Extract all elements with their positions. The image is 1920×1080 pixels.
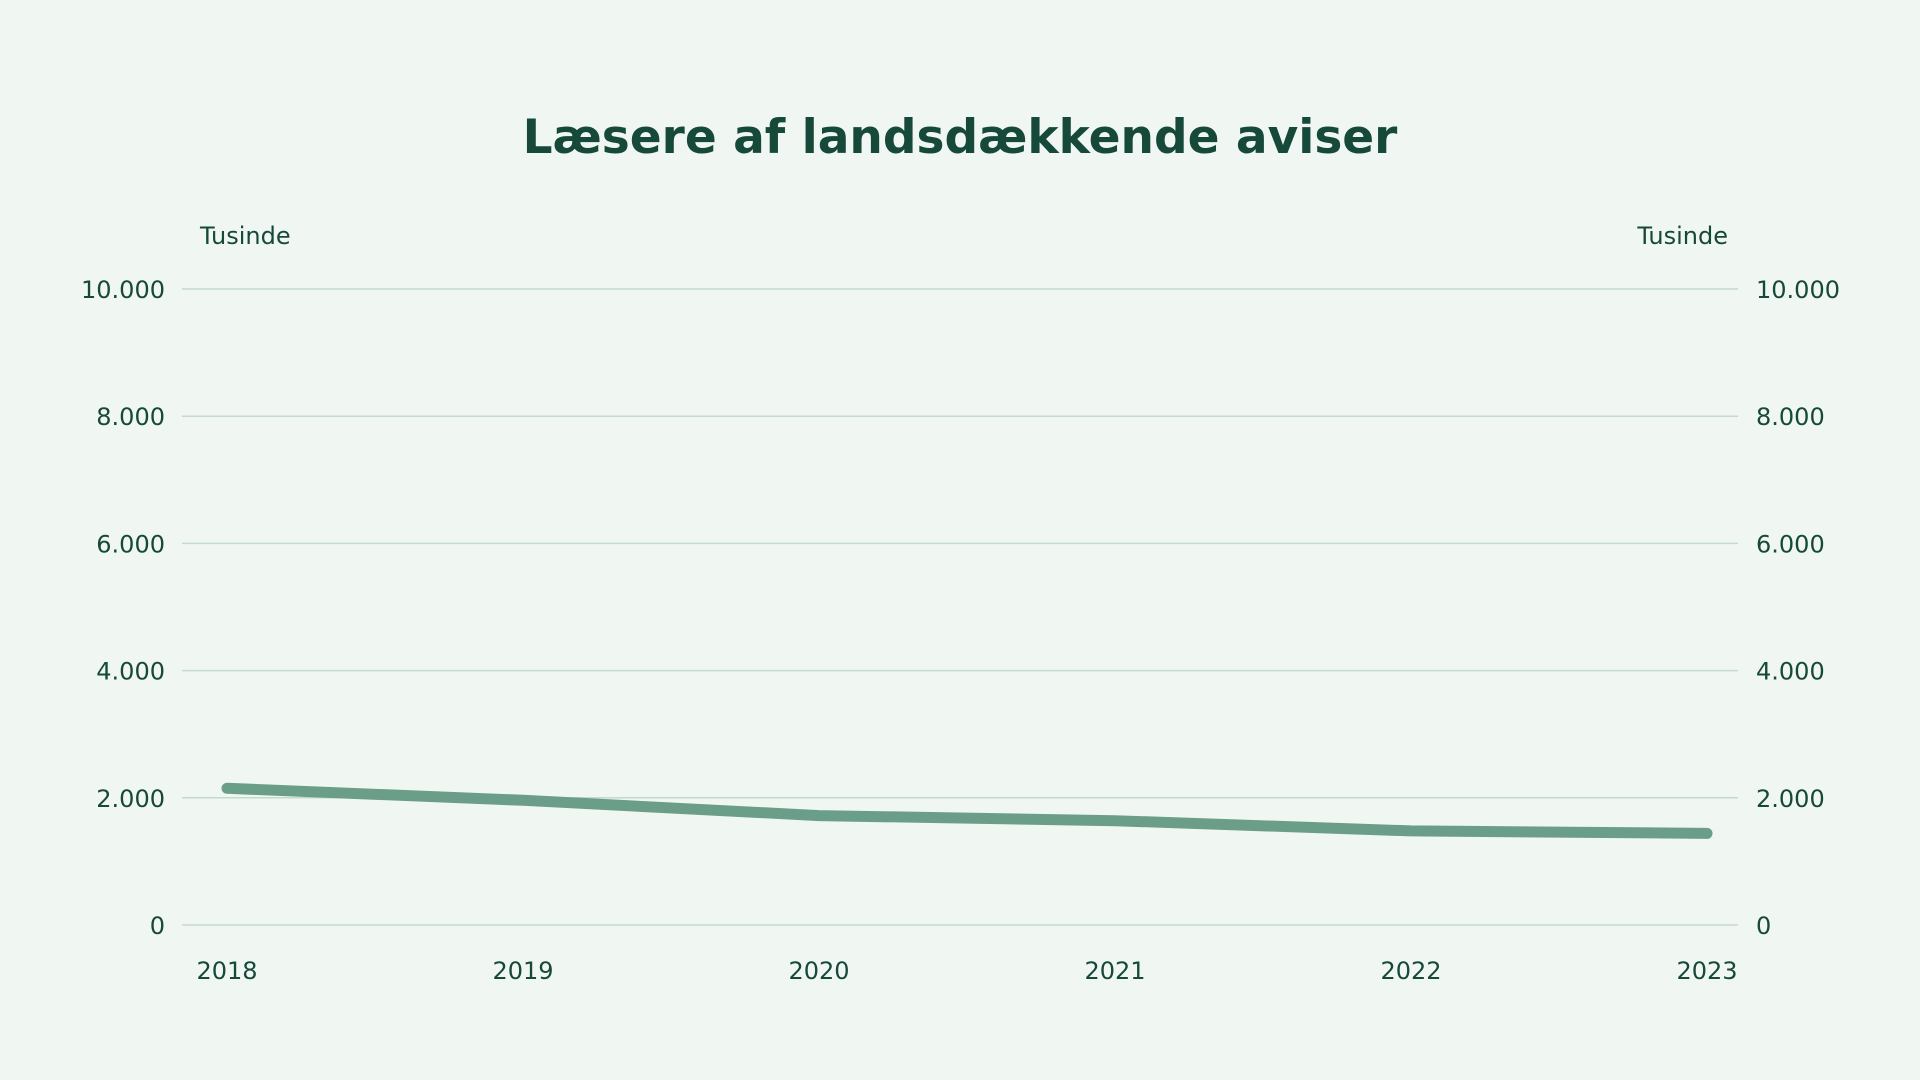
x-tick-label: 2019	[492, 957, 553, 985]
right-y-tick-label: 8.000	[1756, 403, 1825, 431]
left-y-tick-label: 10.000	[81, 276, 165, 304]
left-axis-unit: Tusinde	[199, 222, 291, 250]
right-y-tick-label: 2.000	[1756, 785, 1825, 813]
right-y-tick-label: 4.000	[1756, 658, 1825, 686]
x-tick-label: 2020	[788, 957, 849, 985]
x-tick-label: 2022	[1380, 957, 1441, 985]
left-y-tick-label: 2.000	[96, 785, 165, 813]
x-axis: 2018 2019 2020 2021 2022 2023	[196, 957, 1737, 985]
series-line-0	[221, 782, 1713, 839]
x-tick-label: 2018	[196, 957, 257, 985]
left-y-tick-label: 0	[150, 912, 165, 940]
left-y-tick-label: 8.000	[96, 403, 165, 431]
right-y-tick-label: 10.000	[1756, 276, 1840, 304]
chart-title: Læsere af landsdækkende aviser	[523, 110, 1399, 165]
x-tick-label: 2021	[1084, 957, 1145, 985]
right-y-axis: 10.000 8.000 6.000 4.000 2.000 0	[1756, 276, 1840, 940]
x-tick-label: 2023	[1676, 957, 1737, 985]
right-y-tick-label: 6.000	[1756, 530, 1825, 558]
left-y-tick-label: 6.000	[96, 530, 165, 558]
right-y-tick-label: 0	[1756, 912, 1771, 940]
series-layer	[221, 782, 1713, 839]
right-axis-unit: Tusinde	[1636, 222, 1728, 250]
left-y-axis: 10.000 8.000 6.000 4.000 2.000 0	[81, 276, 165, 940]
left-y-tick-label: 4.000	[96, 658, 165, 686]
